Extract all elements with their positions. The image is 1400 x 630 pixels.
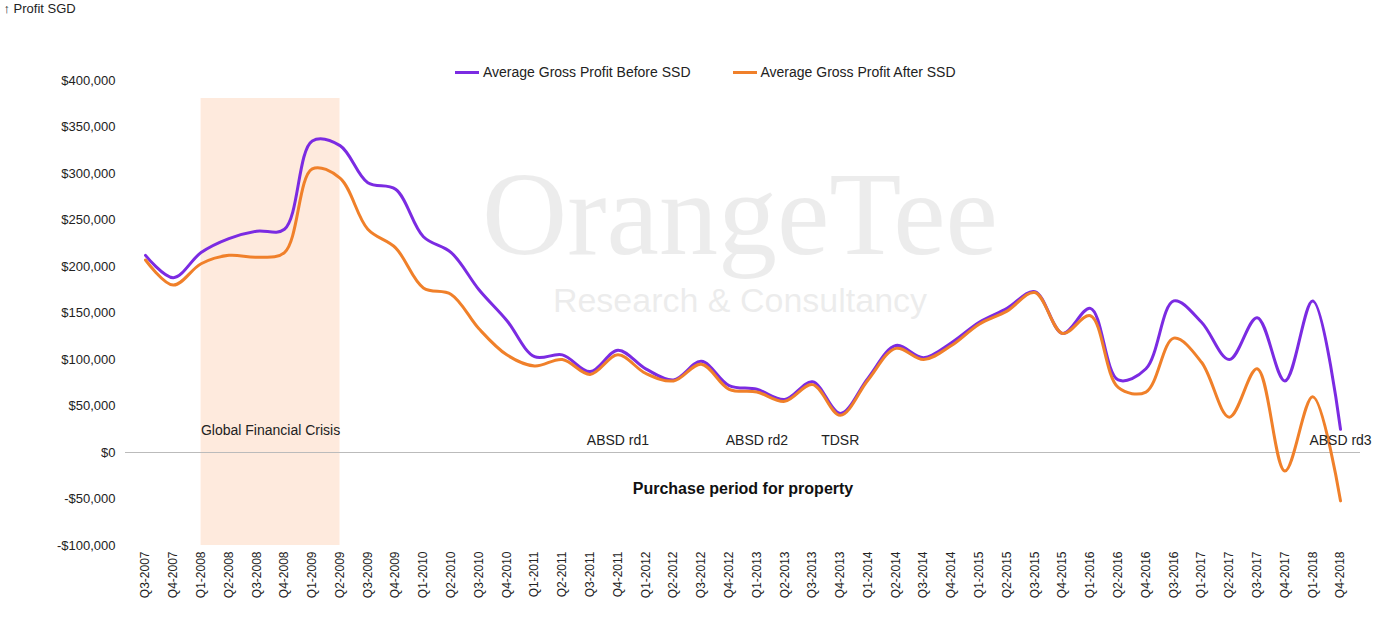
svg-text:Q3-2015: Q3-2015 [1028,551,1042,598]
svg-text:$200,000: $200,000 [61,259,115,274]
svg-text:Q1-2009: Q1-2009 [305,551,319,598]
svg-text:Q1-2017: Q1-2017 [1194,551,1208,598]
svg-text:Q3-2013: Q3-2013 [805,551,819,598]
html-text:Research & Consultancy: Research & Consultancy [552,281,928,319]
svg-text:Q1-2014: Q1-2014 [861,551,875,598]
svg-text:Q1-2015: Q1-2015 [972,551,986,598]
svg-text:Q2-2015: Q2-2015 [1000,551,1014,598]
svg-text:Q4-2013: Q4-2013 [833,551,847,598]
html-text:Average Gross Profit After SSD: Average Gross Profit After SSD [760,64,956,80]
svg-text:Q4-2011: Q4-2011 [611,551,625,597]
svg-text:Q4-2015: Q4-2015 [1055,551,1069,598]
svg-text:Q3-2016: Q3-2016 [1167,551,1181,598]
svg-text:$300,000: $300,000 [61,166,115,181]
svg-text:Q4-2014: Q4-2014 [944,551,958,598]
svg-text:TDSR: TDSR [821,432,859,448]
svg-text:Q1-2011: Q1-2011 [527,551,541,597]
svg-text:Q1-2016: Q1-2016 [1083,551,1097,598]
svg-text:$0: $0 [101,445,115,460]
svg-text:$250,000: $250,000 [61,212,115,227]
svg-text:Q2-2009: Q2-2009 [333,551,347,598]
svg-text:Q2-2013: Q2-2013 [778,551,792,598]
svg-text:Q4-2008: Q4-2008 [277,551,291,598]
svg-text:Q1-2008: Q1-2008 [194,551,208,598]
svg-text:Global Financial Crisis: Global Financial Crisis [201,422,340,438]
svg-text:ABSD rd1: ABSD rd1 [587,432,649,448]
svg-text:Q1-2010: Q1-2010 [416,551,430,598]
svg-text:Q3-2014: Q3-2014 [916,551,930,598]
svg-text:Q3-2009: Q3-2009 [361,551,375,598]
svg-text:Q2-2011: Q2-2011 [555,551,569,597]
svg-text:$400,000: $400,000 [61,73,115,88]
svg-text:Q4-2012: Q4-2012 [722,551,736,598]
html-text:Average Gross Profit Before SS: Average Gross Profit Before SSD [483,64,691,80]
svg-text:Q4-2010: Q4-2010 [500,551,514,598]
svg-text:Q2-2012: Q2-2012 [666,551,680,598]
svg-text:Q1-2012: Q1-2012 [639,551,653,598]
svg-text:Q4-2017: Q4-2017 [1278,551,1292,598]
svg-text:Q1-2018: Q1-2018 [1306,551,1320,598]
svg-text:Q3-2010: Q3-2010 [472,551,486,598]
svg-text:Q2-2017: Q2-2017 [1222,551,1236,598]
svg-text:-$50,000: -$50,000 [64,491,115,506]
svg-text:Q3-2012: Q3-2012 [694,551,708,598]
svg-text:Q4-2007: Q4-2007 [166,551,180,598]
svg-text:ABSD rd3: ABSD rd3 [1309,432,1371,448]
svg-text:Q2-2010: Q2-2010 [444,551,458,598]
svg-text:Q3-2011: Q3-2011 [583,551,597,597]
svg-text:Q3-2007: Q3-2007 [138,551,152,598]
svg-text:Q4-2016: Q4-2016 [1139,551,1153,598]
svg-text:$50,000: $50,000 [69,398,116,413]
svg-text:Q2-2008: Q2-2008 [222,551,236,598]
svg-text:$350,000: $350,000 [61,119,115,134]
svg-text:Q4-2018: Q4-2018 [1333,551,1347,598]
html-text:OrangeTee: OrangeTee [482,149,998,280]
svg-text:-$100,000: -$100,000 [57,538,116,553]
svg-text:Purchase period for property: Purchase period for property [633,480,854,497]
svg-text:↑ Profit SGD: ↑ Profit SGD [4,1,76,16]
svg-text:$100,000: $100,000 [61,352,115,367]
svg-text:Q2-2016: Q2-2016 [1111,551,1125,598]
svg-text:Q3-2008: Q3-2008 [250,551,264,598]
svg-text:$150,000: $150,000 [61,305,115,320]
svg-text:Q2-2014: Q2-2014 [889,551,903,598]
svg-text:Q3-2017: Q3-2017 [1250,551,1264,598]
svg-text:ABSD rd2: ABSD rd2 [726,432,788,448]
svg-text:Q4-2009: Q4-2009 [388,551,402,598]
svg-text:Q1-2013: Q1-2013 [750,551,764,598]
